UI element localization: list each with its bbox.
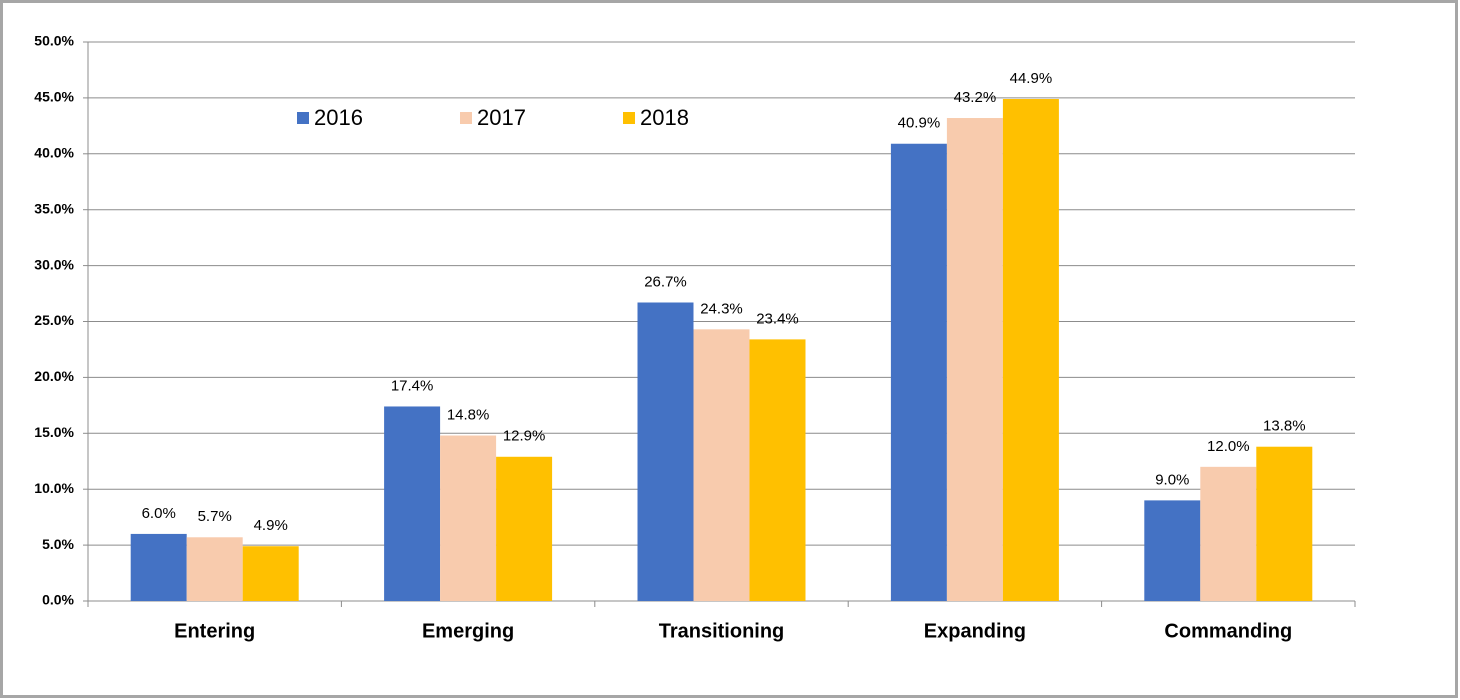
x-tick-label: Transitioning xyxy=(659,620,785,642)
value-label: 12.9% xyxy=(503,428,546,445)
y-tick-label: 20.0% xyxy=(34,368,74,384)
bar xyxy=(1144,500,1201,601)
bar xyxy=(637,302,694,601)
value-label: 4.9% xyxy=(254,517,288,534)
legend-swatch xyxy=(297,112,309,124)
value-label: 6.0% xyxy=(142,505,176,522)
x-tick-label: Expanding xyxy=(924,620,1026,642)
bar xyxy=(1200,466,1257,601)
y-tick-label: 30.0% xyxy=(34,256,74,272)
bar xyxy=(130,533,187,601)
value-label: 13.8% xyxy=(1263,418,1306,435)
value-label: 40.9% xyxy=(898,115,941,132)
value-label: 44.9% xyxy=(1010,70,1053,87)
value-label: 12.0% xyxy=(1207,438,1250,455)
value-label: 43.2% xyxy=(954,89,997,106)
x-tick-label: Entering xyxy=(174,620,255,642)
value-label: 26.7% xyxy=(644,273,687,290)
legend-label: 2017 xyxy=(477,105,526,130)
y-tick-label: 40.0% xyxy=(34,145,74,161)
value-label: 17.4% xyxy=(391,377,434,394)
bar xyxy=(693,329,750,601)
bar xyxy=(242,546,299,601)
bar xyxy=(384,406,441,601)
y-tick-label: 5.0% xyxy=(42,536,74,552)
y-tick-label: 25.0% xyxy=(34,312,74,328)
bar xyxy=(890,143,947,601)
value-label: 5.7% xyxy=(198,508,232,525)
legend-label: 2018 xyxy=(640,105,689,130)
bar xyxy=(440,435,497,601)
bar xyxy=(186,537,243,601)
legend-swatch xyxy=(460,112,472,124)
y-tick-label: 35.0% xyxy=(34,200,74,216)
y-tick-label: 45.0% xyxy=(34,89,74,105)
legend-label: 2016 xyxy=(314,105,363,130)
y-tick-label: 0.0% xyxy=(42,592,74,608)
y-tick-label: 15.0% xyxy=(34,424,74,440)
x-tick-label: Commanding xyxy=(1164,620,1292,642)
bar xyxy=(1002,99,1059,601)
value-label: 24.3% xyxy=(700,300,743,317)
bar xyxy=(1256,446,1313,601)
legend-swatch xyxy=(623,112,635,124)
bar xyxy=(496,456,553,601)
value-label: 9.0% xyxy=(1155,471,1189,488)
y-tick-label: 50.0% xyxy=(34,33,74,49)
bar xyxy=(946,118,1003,602)
value-label: 14.8% xyxy=(447,407,490,424)
bar xyxy=(749,339,806,601)
value-label: 23.4% xyxy=(756,310,799,327)
y-tick-label: 10.0% xyxy=(34,480,74,496)
x-tick-label: Emerging xyxy=(422,620,514,642)
